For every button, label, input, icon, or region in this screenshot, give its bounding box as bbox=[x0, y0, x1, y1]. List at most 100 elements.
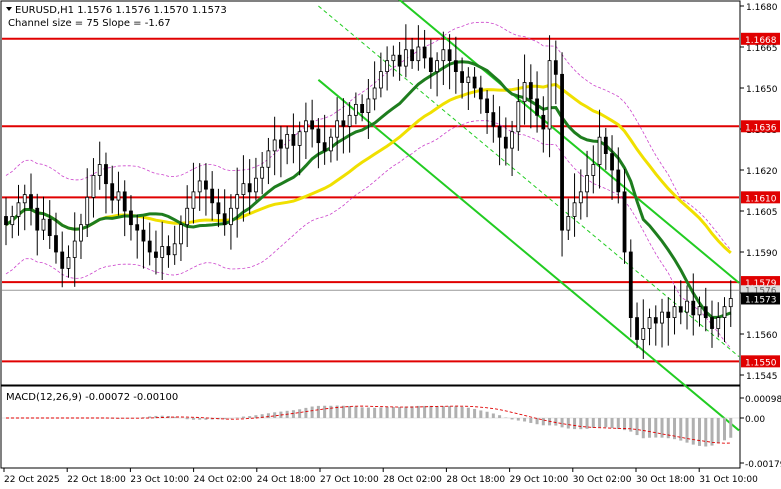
candle-body bbox=[285, 134, 290, 149]
candle-body bbox=[491, 112, 496, 127]
price-tick-label: 1.1605 bbox=[746, 208, 778, 218]
macd-bar bbox=[304, 407, 308, 418]
candle-body bbox=[610, 153, 614, 171]
time-tick-label: 28 Oct 02:00 bbox=[383, 475, 442, 485]
macd-bar bbox=[460, 406, 464, 418]
candle-body bbox=[210, 188, 215, 204]
time-tick-label: 22 Oct 2025 bbox=[4, 475, 60, 485]
candle-body bbox=[222, 213, 227, 226]
candle-body bbox=[603, 136, 608, 154]
price-axis: 1.16801.16651.16501.16351.16201.16051.15… bbox=[740, 3, 781, 470]
candle-body bbox=[22, 194, 27, 204]
candle-body bbox=[385, 60, 390, 73]
candle-body bbox=[478, 87, 483, 100]
candle-body bbox=[503, 136, 508, 149]
candle-body bbox=[547, 60, 552, 130]
candle-body bbox=[591, 164, 596, 176]
macd-tick-label: 0.00098 bbox=[745, 395, 781, 405]
macd-bar bbox=[273, 412, 277, 418]
macd-bar bbox=[723, 418, 727, 441]
macd-bar bbox=[210, 418, 214, 420]
candle-body bbox=[497, 125, 502, 138]
candle-body bbox=[666, 311, 671, 318]
channel-line[interactable] bbox=[317, 79, 740, 432]
candle-body bbox=[378, 71, 383, 89]
macd-bar bbox=[610, 418, 614, 429]
candle-body bbox=[716, 317, 721, 329]
macd-bar bbox=[710, 418, 714, 446]
candle-body bbox=[104, 164, 108, 185]
candle-body bbox=[29, 194, 33, 209]
candlesticks bbox=[4, 24, 733, 359]
candle-body bbox=[697, 306, 702, 316]
dropdown-triangle-icon[interactable] bbox=[6, 7, 12, 11]
time-tick-label: 30 Oct 02:00 bbox=[573, 475, 632, 485]
candle-body bbox=[597, 136, 602, 165]
candle-body bbox=[572, 202, 577, 217]
candle-body bbox=[622, 191, 627, 253]
macd-bar bbox=[291, 410, 295, 418]
candle-body bbox=[403, 49, 408, 67]
candle-body bbox=[485, 98, 489, 114]
macd-bar bbox=[691, 418, 695, 445]
macd-bar bbox=[254, 415, 258, 418]
macd-bar bbox=[648, 418, 652, 438]
candle-body bbox=[122, 191, 127, 212]
channel-line[interactable] bbox=[318, 0, 740, 284]
candle-body bbox=[441, 49, 446, 62]
macd-bar bbox=[598, 418, 602, 428]
macd-bar bbox=[423, 405, 427, 418]
candle-body bbox=[460, 71, 464, 83]
candle-body bbox=[260, 166, 265, 179]
candle-body bbox=[728, 298, 733, 308]
candle-body bbox=[353, 104, 358, 116]
candle-body bbox=[422, 46, 427, 59]
level-price-label: 1.1610 bbox=[745, 194, 777, 204]
candle-body bbox=[303, 120, 308, 133]
price-tick-label: 1.1650 bbox=[746, 85, 778, 95]
macd-bar bbox=[716, 418, 720, 444]
candle-body bbox=[116, 191, 121, 201]
candle-body bbox=[541, 114, 546, 130]
macd-bar bbox=[329, 405, 333, 418]
macd-bar bbox=[466, 407, 470, 418]
macd-bar bbox=[485, 411, 489, 418]
candle-body bbox=[54, 235, 58, 253]
macd-bar bbox=[266, 413, 270, 418]
macd-bar bbox=[573, 418, 577, 430]
macd-bar bbox=[479, 410, 483, 418]
macd-bar bbox=[560, 418, 564, 428]
candle-body bbox=[197, 180, 202, 193]
candle-body bbox=[291, 134, 296, 146]
candle-body bbox=[703, 306, 708, 318]
level-price-label: 1.1550 bbox=[745, 358, 777, 368]
macd-bar bbox=[516, 418, 520, 421]
candle-body bbox=[47, 218, 52, 236]
candle-body bbox=[241, 183, 246, 196]
candle-body bbox=[528, 82, 533, 100]
candle-body bbox=[653, 317, 658, 324]
macd-bar bbox=[391, 406, 395, 418]
macd-bar bbox=[591, 418, 595, 428]
price-tick-label: 1.1620 bbox=[746, 167, 778, 177]
candle-body bbox=[660, 311, 664, 324]
macd-bar bbox=[491, 413, 495, 418]
macd-bar bbox=[541, 418, 545, 426]
macd-bar bbox=[316, 405, 320, 418]
macd-bar bbox=[629, 418, 633, 432]
macd-bar bbox=[704, 418, 708, 447]
macd-bar bbox=[410, 406, 414, 418]
macd-bar bbox=[310, 406, 314, 418]
macd-bar bbox=[373, 407, 377, 418]
macd-bar bbox=[260, 414, 264, 418]
macd-bar bbox=[523, 418, 527, 422]
candle-body bbox=[316, 128, 321, 144]
candle-body bbox=[691, 300, 696, 316]
candle-body bbox=[428, 57, 433, 73]
candle-body bbox=[91, 175, 96, 198]
price-tick-label: 1.1545 bbox=[746, 372, 778, 382]
macd-bar bbox=[673, 418, 677, 440]
macd-bar bbox=[679, 418, 683, 441]
macd-bar bbox=[729, 418, 733, 438]
